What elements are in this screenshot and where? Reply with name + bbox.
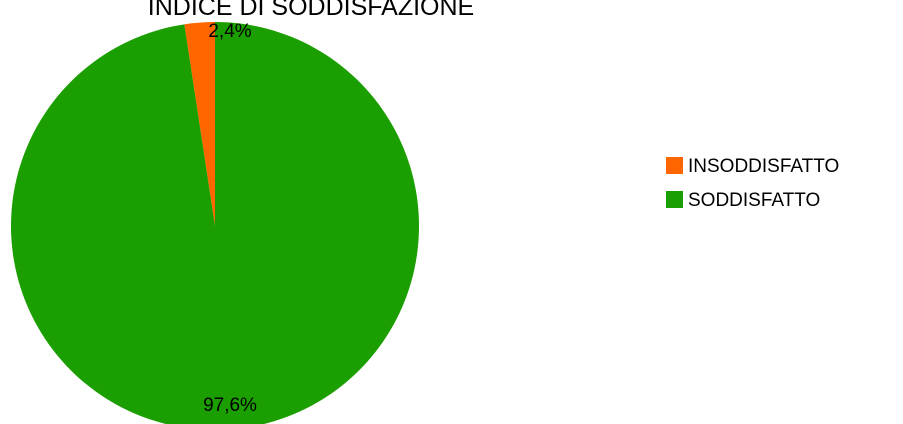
pie-slice-soddisfatto	[11, 22, 419, 424]
pie-slice-insoddisfatto	[184, 22, 215, 226]
legend-swatch-soddisfatto	[666, 191, 683, 208]
chart-title: INDICE DI SODDISFAZIONE	[148, 0, 474, 21]
data-label-soddisfatto: 97,6%	[203, 395, 257, 416]
legend-swatch-insoddisfatto	[666, 157, 683, 174]
pie-data-labels: 2,4% 97,6%	[203, 21, 257, 416]
chart-legend: INSODDISFATTO SODDISFATTO	[666, 156, 839, 211]
legend-label-insoddisfatto: INSODDISFATTO	[688, 156, 839, 177]
data-label-insoddisfatto: 2,4%	[208, 21, 251, 42]
legend-label-soddisfatto: SODDISFATTO	[688, 190, 820, 211]
pie-slices	[11, 22, 419, 424]
